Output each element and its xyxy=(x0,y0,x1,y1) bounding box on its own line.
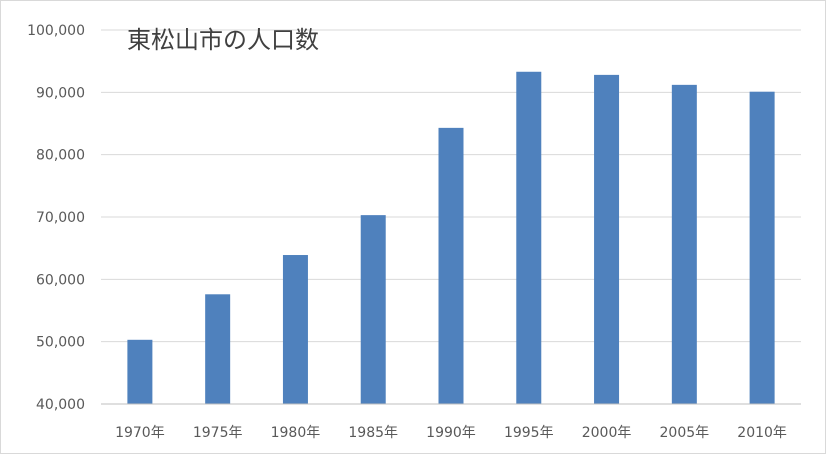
x-tick-label: 1970年 xyxy=(115,425,165,441)
y-tick-label: 100,000 xyxy=(27,23,85,39)
x-tick-label: 1985年 xyxy=(348,425,398,441)
y-tick-label: 60,000 xyxy=(36,272,85,288)
bar-1975年 xyxy=(205,294,231,404)
bar-1980年 xyxy=(282,255,308,404)
y-tick-label: 70,000 xyxy=(36,210,85,226)
bar-1985年 xyxy=(360,215,386,404)
bar-1990年 xyxy=(438,127,464,404)
x-tick-labels: 1970年 1975年 1980年 1985年 1990年 1995年 2000年 2005年… xyxy=(115,425,787,441)
bars xyxy=(127,71,775,405)
bar-2000年 xyxy=(594,74,620,404)
y-tick-label: 50,000 xyxy=(36,335,85,351)
x-tick-label: 1995年 xyxy=(504,425,554,441)
bar-2005年 xyxy=(671,84,697,404)
chart-title: 東松山市の人口数 xyxy=(127,26,319,54)
y-tick-label: 80,000 xyxy=(36,148,85,164)
x-tick-label: 2010年 xyxy=(737,425,787,441)
x-tick-label: 1990年 xyxy=(426,425,476,441)
bar-1995年 xyxy=(516,71,542,404)
y-tick-labels: 40,000 50,000 60,000 70,000 80,000 90,000 100,… xyxy=(27,23,85,413)
x-tick-label: 1980年 xyxy=(271,425,321,441)
y-tick-label: 40,000 xyxy=(36,397,85,413)
x-tick-label: 1975年 xyxy=(193,425,243,441)
bar-2010年 xyxy=(749,91,775,405)
bar-1970年 xyxy=(127,339,153,404)
y-tick-label: 90,000 xyxy=(36,85,85,101)
x-tick-label: 2005年 xyxy=(660,425,710,441)
x-tick-label: 2000年 xyxy=(582,425,632,441)
